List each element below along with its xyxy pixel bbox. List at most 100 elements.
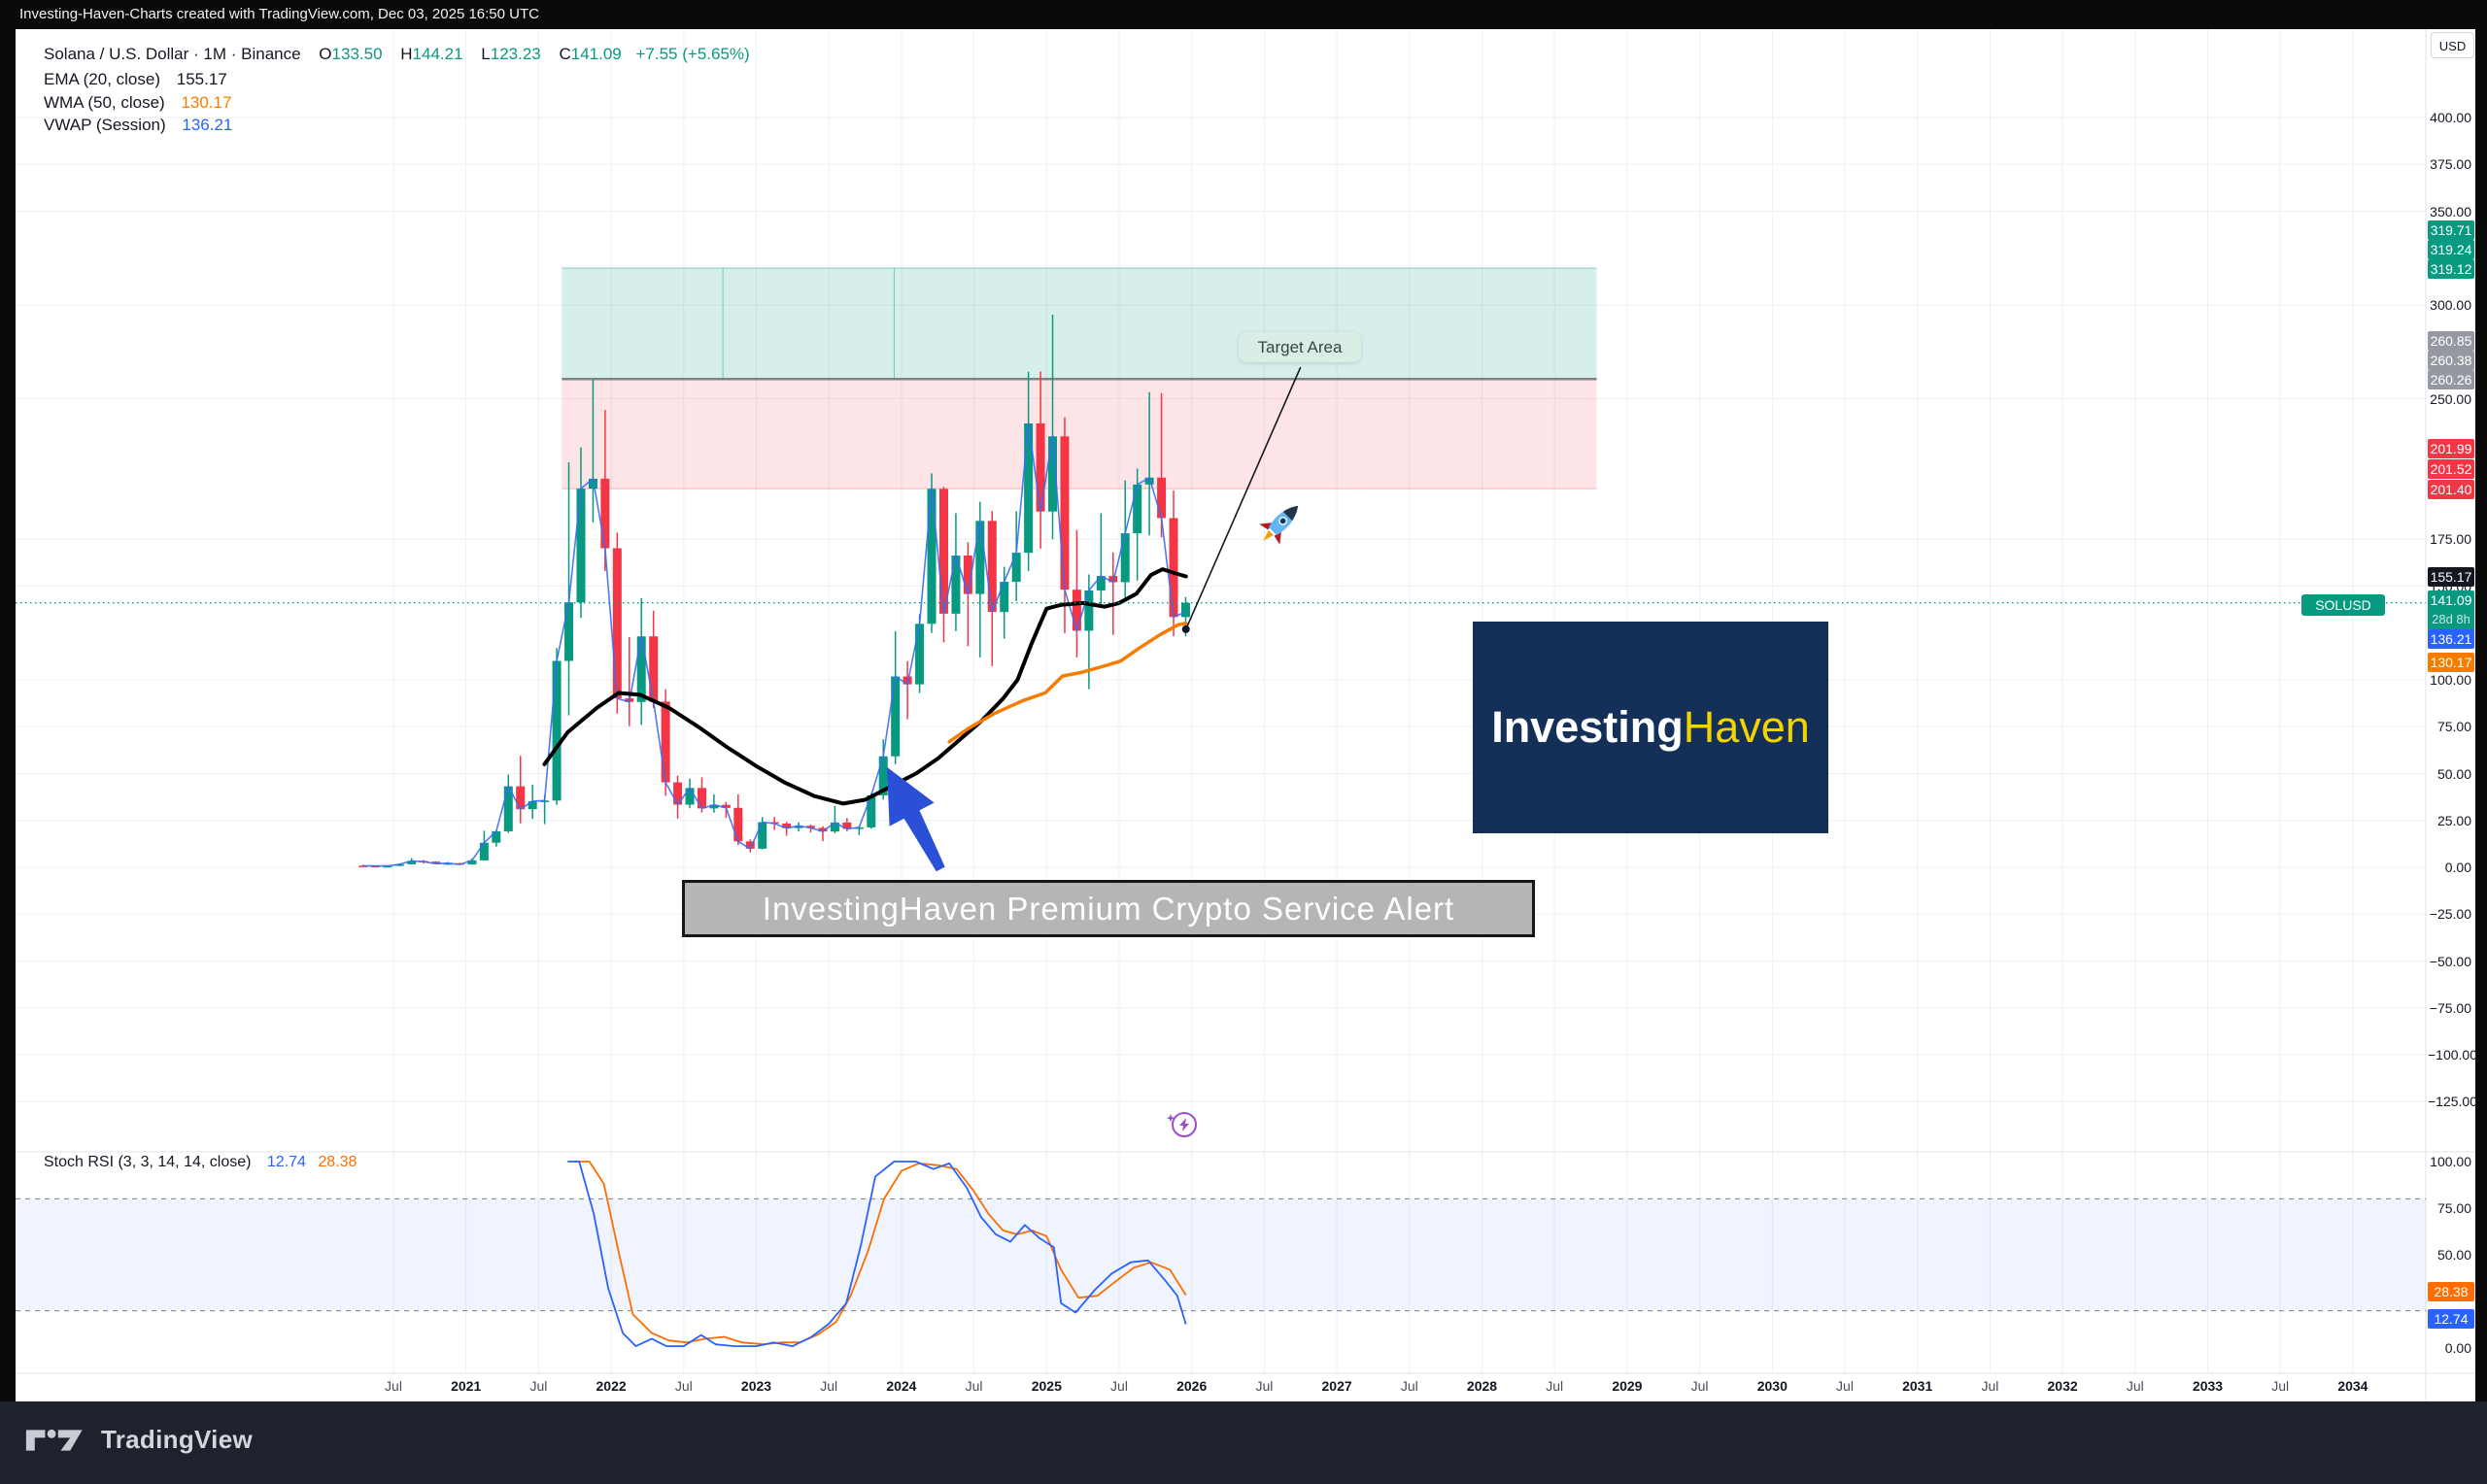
time-axis-label: 2022 — [596, 1378, 627, 1394]
price-axis-badge: 141.09 28d 8h — [2428, 590, 2474, 631]
time-axis-label: Jul — [1836, 1378, 1854, 1394]
price-axis-tick: 25.00 — [2436, 812, 2471, 828]
time-axis-label: 2030 — [1756, 1378, 1788, 1394]
premium-alert-watermark: InvestingHaven Premium Crypto Service Al… — [682, 880, 1535, 937]
stoch-d-value: 28.38 — [318, 1154, 358, 1170]
time-axis-label: Jul — [1981, 1378, 1999, 1394]
time-axis-label: Jul — [2126, 1378, 2144, 1394]
price-axis-badge: 260.38 — [2428, 351, 2474, 370]
time-axis-label: 2026 — [1176, 1378, 1208, 1394]
time-axis-label: Jul — [2271, 1378, 2290, 1394]
high-label: H — [400, 45, 413, 63]
lightning-icon — [1166, 1112, 1197, 1137]
price-axis-tick: −50.00 — [2429, 953, 2471, 969]
time-axis-label: Jul — [529, 1378, 548, 1394]
price-axis-badge: 201.52 — [2428, 459, 2474, 479]
price-axis-tick: 375.00 — [2430, 156, 2471, 173]
open-label: O — [319, 45, 332, 63]
indicator-row-vwap[interactable]: VWAP (Session) 136.21 — [44, 116, 232, 135]
price-axis-badge: 201.40 — [2428, 480, 2474, 499]
time-axis-label: 2023 — [740, 1378, 772, 1394]
rocket-icon — [1259, 505, 1299, 545]
symbol-row[interactable]: Solana / U.S. Dollar · 1M · Binance O133… — [44, 45, 750, 64]
price-axis-tick: 300.00 — [2430, 297, 2471, 313]
tradingview-wordmark: TradingView — [101, 1425, 253, 1454]
logo-text-investing: Investing — [1491, 702, 1684, 752]
footer-bar: TradingView — [0, 1401, 2487, 1484]
price-axis-badge: 319.12 — [2428, 259, 2474, 279]
price-axis-tick: −100.00 — [2428, 1047, 2477, 1062]
tradingview-glyph-icon — [25, 1429, 83, 1451]
time-axis-label: Jul — [1690, 1378, 1709, 1394]
time-axis-label: 2027 — [1321, 1378, 1352, 1394]
low-value: 123.23 — [490, 45, 541, 63]
time-axis-label: 2025 — [1031, 1378, 1062, 1394]
attribution-text: Investing-Haven-Charts created with Trad… — [19, 6, 539, 22]
time-axis-label: 2024 — [886, 1378, 917, 1394]
price-axis-badge: 319.24 — [2428, 240, 2474, 259]
price-axis-badge: 28.38 — [2428, 1282, 2474, 1301]
time-axis-label: Jul — [1546, 1378, 1564, 1394]
ema-value: 155.17 — [176, 70, 227, 88]
price-axis-tick: 100.00 — [2430, 672, 2471, 688]
price-axis-tick: 0.00 — [2444, 860, 2471, 875]
indicator-row-ema[interactable]: EMA (20, close) 155.17 — [44, 70, 227, 89]
investinghaven-logo: Investing Haven — [1473, 622, 1828, 833]
time-axis-label: Jul — [674, 1378, 693, 1394]
vwap-value: 136.21 — [182, 116, 233, 134]
stoch-axis-tick: 75.00 — [2436, 1200, 2471, 1216]
price-axis-badge: 136.21 — [2428, 629, 2474, 649]
symbol-price-line-label: SOLUSD — [2301, 594, 2385, 616]
time-axis-label: Jul — [1400, 1378, 1418, 1394]
price-axis-badge: 155.17 — [2428, 567, 2474, 587]
logo-text-haven: Haven — [1683, 702, 1810, 752]
price-axis-badge: 319.71 — [2428, 220, 2474, 240]
indicator-row-wma[interactable]: WMA (50, close) 130.17 — [44, 93, 231, 113]
high-value: 144.21 — [412, 45, 463, 63]
tradingview-logo[interactable]: TradingView — [25, 1425, 253, 1455]
price-axis-badge: 130.17 — [2428, 653, 2474, 672]
symbol-title[interactable]: Solana / U.S. Dollar · 1M · Binance — [44, 45, 301, 63]
time-axis-label: Jul — [820, 1378, 838, 1394]
price-axis-tick: 400.00 — [2430, 110, 2471, 125]
time-axis-label: 2033 — [2192, 1378, 2224, 1394]
price-axis-tick: −75.00 — [2429, 999, 2471, 1016]
time-axis-label: 2034 — [2337, 1378, 2368, 1394]
time-axis-label: Jul — [385, 1378, 402, 1394]
time-axis-label: 2029 — [1612, 1378, 1643, 1394]
stoch-axis-tick: 100.00 — [2430, 1154, 2471, 1169]
time-axis-label: Jul — [965, 1378, 983, 1394]
stoch-k-value: 12.74 — [266, 1154, 306, 1170]
time-axis-label: 2021 — [451, 1378, 482, 1394]
ema-name: EMA (20, close) — [44, 70, 160, 88]
price-axis-tick: 75.00 — [2436, 719, 2471, 735]
stoch-rsi-legend[interactable]: Stoch RSI (3, 3, 14, 14, close) 12.74 28… — [44, 1154, 357, 1171]
change-value: +7.55 (+5.65%) — [635, 45, 750, 63]
price-axis-badge: 260.85 — [2428, 331, 2474, 351]
top-attribution-bar: Investing-Haven-Charts created with Trad… — [0, 0, 2487, 29]
price-axis-tick: −25.00 — [2429, 906, 2471, 923]
time-axis-label: 2028 — [1466, 1378, 1498, 1394]
wma-value: 130.17 — [181, 93, 232, 112]
low-label: L — [481, 45, 491, 63]
price-axis-tick: 350.00 — [2430, 203, 2471, 219]
price-axis-tick: 50.00 — [2436, 765, 2471, 782]
stoch-axis-tick: 0.00 — [2444, 1340, 2471, 1356]
time-axis-label: 2031 — [1902, 1378, 1933, 1394]
price-axis-tick: 250.00 — [2430, 390, 2471, 407]
close-value: 141.09 — [570, 45, 622, 63]
currency-toggle-button[interactable]: USD — [2431, 32, 2474, 58]
price-axis-badge: 201.99 — [2428, 439, 2474, 458]
time-axis-label: 2032 — [2047, 1378, 2078, 1394]
target-area-label[interactable]: Target Area — [1239, 332, 1361, 362]
stoch-name: Stoch RSI (3, 3, 14, 14, close) — [44, 1154, 252, 1170]
close-label: C — [559, 45, 571, 63]
open-value: 133.50 — [331, 45, 383, 63]
price-axis-tick: −125.00 — [2428, 1094, 2477, 1110]
time-axis-label: Jul — [1110, 1378, 1128, 1394]
time-axis-label: Jul — [1255, 1378, 1274, 1394]
price-axis-badge: 12.74 — [2428, 1309, 2474, 1329]
wma-name: WMA (50, close) — [44, 93, 165, 112]
